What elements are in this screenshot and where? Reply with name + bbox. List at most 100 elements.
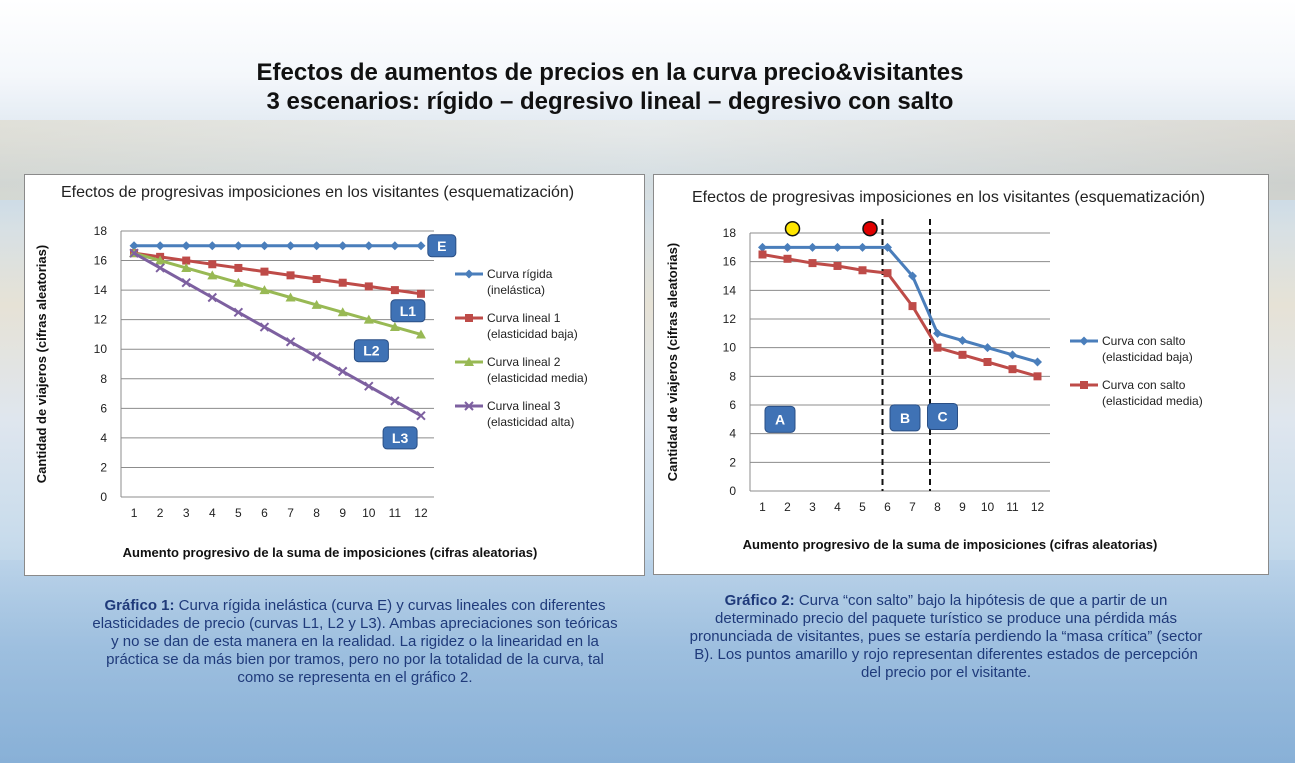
chart2-series-2-point [758,250,767,259]
chart2-series-2-point [1033,372,1042,381]
chart2-series-1-point [833,242,842,252]
caption-1-label: Gráfico 1: [104,597,175,614]
chart2-series-2-line [762,253,1038,378]
chart1-legend-subtitle: (elasticidad media) [487,371,588,385]
chart1-series-4-point [285,337,296,347]
chart2-x-tick-label: 2 [784,500,791,514]
chart2-x-tick-label: 4 [834,500,841,514]
chart2-series-2-point [858,266,867,275]
chart2-series-1-point [958,336,967,345]
chart2-series-1-point [883,242,892,252]
chart1-curve-badge-l2 [353,339,389,363]
chart1-x-tick-label: 7 [287,506,294,520]
chart1-series-3-line [133,251,422,336]
chart2-y-tick-label: 16 [723,255,737,269]
chart2-x-tick-label: 6 [884,500,891,514]
chart1-x-tick-label: 6 [261,506,268,520]
chart1-series-3-point [311,299,322,309]
chart-panel-2: Efectos de progresivas imposiciones en l… [653,174,1269,575]
title-line-2: 3 escenarios: rígido – degresivo lineal … [266,88,954,115]
chart1-series-4-point [181,278,191,288]
chart2-series-1-point [783,242,792,252]
chart1-legend-name: Curva lineal 1 [487,311,561,325]
chart2-series-2-point [933,343,942,352]
chart1-legend-marker [465,314,473,322]
chart1-legend-marker [464,357,474,366]
chart2-series-1-point [908,271,917,281]
chart1-series-1-point [364,241,374,251]
chart1-series-4-point [390,396,400,406]
chart1-series-1-point [286,241,296,251]
chart2-x-tick-label: 1 [759,500,766,514]
chart2-x-tick-label: 10 [981,500,995,514]
chart2-series-1-point [1033,357,1042,367]
chart1-curve-badge-e-label: E [437,238,446,254]
chart1-series-3-point [207,270,218,280]
chart1-series-3-point [389,322,400,332]
chart1-series-4-point [416,411,426,421]
chart1-y-tick-label: 2 [100,460,107,474]
chart1-y-tick-label: 6 [100,401,107,415]
chart1-series-2-point [234,263,243,272]
chart1-x-tick-label: 2 [157,506,164,520]
chart1-series-1-point [338,241,348,251]
chart1-legend-name: Curva lineal 3 [487,399,561,413]
chart2-sector-badge-c-label: C [937,408,947,424]
chart1-series-2-point [208,260,217,269]
chart2-x-tick-label: 8 [934,500,941,514]
chart2-series-2-point [908,302,917,311]
chart2-x-tick-label: 5 [859,500,866,514]
caption-2: Gráfico 2: Curva “con salto” bajo la hip… [686,592,1206,682]
chart2-y-tick-label: 12 [723,312,737,326]
chart1-legend-marker [464,269,474,279]
chart1-curve-badge-e [427,234,457,258]
chart1-curve-badge-l1 [390,299,426,323]
chart1-series-4-point [259,322,270,332]
chart2-series-1-point [808,242,817,252]
chart2-x-tick-label: 3 [809,500,816,514]
chart1-series-4-line [133,251,422,418]
chart1-series-1-point [312,241,322,251]
chart1-x-tick-label: 3 [183,506,190,520]
chart1-x-label: Aumento progresivo de la suma de imposic… [123,545,538,560]
chart1-series-3-point [155,255,166,265]
chart2-series-1-point [983,343,992,353]
chart1-series-2-point [182,256,191,265]
chart1-series-3-point [415,329,426,339]
chart2-title: Efectos de progresivas imposiciones en l… [692,189,1205,206]
chart1-series-3-point [233,277,244,287]
chart2-series-1-line [762,245,1038,364]
chart1-series-2-line [133,251,422,296]
chart1-series-2-point [260,267,269,276]
chart2-y-tick-label: 0 [729,484,736,498]
chart1-series-1-point [155,241,165,251]
chart1-series-4-point [364,381,374,391]
chart1-series-4-point [207,292,217,303]
chart1-series-2-point [338,278,347,287]
chart2-series-2-point [958,350,967,359]
chart2-series-1-point [758,242,767,252]
chart1-series-1-point [259,241,269,251]
chart2-sector-badge-a-label: A [775,411,785,427]
chart2-y-tick-label: 14 [723,283,737,297]
chart2-series-1-point [1008,350,1017,360]
chart1-y-tick-label: 14 [94,283,108,297]
chart1-legend-name: Curva lineal 2 [487,355,561,369]
chart1-x-tick-label: 8 [313,506,320,520]
caption-1-text: Curva rígida inelástica (curva E) y curv… [92,597,618,686]
chart2-y-tick-label: 10 [723,341,737,355]
chart1-legend-subtitle: (inelástica) [487,283,545,297]
chart1-y-tick-label: 16 [94,254,108,268]
chart2-series-1-point [858,242,867,252]
chart1-series-4-point [155,263,165,273]
chart2-series-2-point [833,261,842,270]
chart2-perception-dot-2 [862,220,878,237]
chart1-series-1-point [233,241,243,251]
chart2-x-label: Aumento progresivo de la suma de imposic… [743,537,1158,552]
chart1-series-1-point [390,241,400,251]
chart2-x-tick-label: 12 [1031,500,1045,514]
chart1-series-2-point [390,286,399,295]
chart1-series-3-point [337,307,348,317]
chart1-legend-marker [464,401,474,411]
chart2-legend-name: Curva con salto [1102,334,1186,348]
